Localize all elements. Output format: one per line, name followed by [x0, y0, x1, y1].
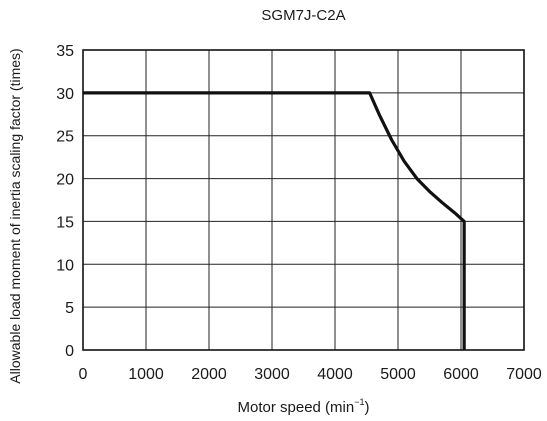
x-tick-label: 6000 [443, 366, 479, 383]
x-tick-label: 0 [79, 366, 88, 383]
x-tick-labels: 0 1000 2000 3000 4000 5000 6000 7000 [79, 366, 542, 383]
y-tick-label: 20 [56, 172, 74, 189]
x-tick-label: 3000 [254, 366, 290, 383]
grid-lines [82, 49, 525, 351]
y-tick-label: 10 [56, 257, 74, 274]
y-tick-label: 15 [56, 214, 74, 231]
y-tick-labels: 0 5 10 15 20 25 30 35 [56, 43, 74, 360]
series-line-0 [83, 91, 466, 350]
data-series [83, 91, 466, 350]
x-tick-label: 7000 [506, 366, 542, 383]
x-tick-label: 1000 [128, 366, 164, 383]
y-tick-label: 5 [65, 300, 74, 317]
y-tick-label: 35 [56, 43, 74, 60]
plot-frame [82, 49, 525, 351]
chart-title: SGM7J-C2A [261, 7, 346, 24]
x-tick-label: 2000 [191, 366, 227, 383]
x-tick-label: 5000 [380, 366, 416, 383]
x-axis-label-tail: ) [364, 399, 370, 416]
y-tick-label: 0 [65, 343, 74, 360]
x-axis-label-text: Motor speed (min [237, 399, 355, 416]
x-tick-label: 4000 [317, 366, 353, 383]
y-tick-label: 30 [56, 86, 74, 103]
y-tick-label: 25 [56, 129, 74, 146]
x-axis-label-exponent: −1 [354, 397, 365, 407]
x-axis-label: Motor speed (min−1) [83, 397, 524, 417]
